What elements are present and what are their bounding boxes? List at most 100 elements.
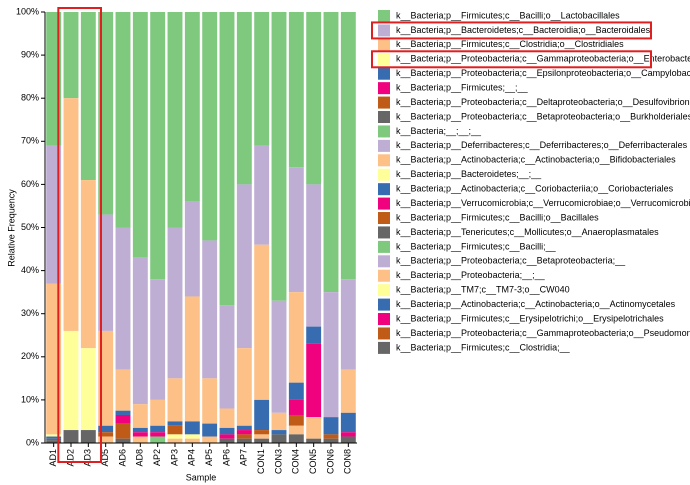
x-tick-label: AP3 [169, 449, 179, 466]
highlight-box [371, 21, 652, 40]
bar-segment [236, 184, 252, 349]
y-axis-label: Relative Frequency [6, 189, 16, 267]
bar-segment [115, 12, 131, 228]
bar-segment [167, 12, 183, 228]
bar-segment [219, 12, 235, 306]
bar-segment [150, 399, 166, 426]
y-tick-label: 0% [26, 437, 39, 447]
bar-segment [132, 427, 148, 433]
legend-swatch [378, 82, 390, 95]
legend-label: k__Bacteria;p__TM7;c__TM7-3;o__CW040 [396, 285, 570, 295]
bar-segment [98, 432, 114, 437]
bar-segment [236, 425, 252, 431]
bar-segment [202, 423, 218, 437]
legend-label: k__Bacteria;p__Firmicutes;c__Clostridia;… [396, 342, 571, 352]
bar-segment [306, 438, 322, 443]
bar-segment [236, 348, 252, 426]
legend-swatch [378, 67, 390, 80]
y-tick-label: 10% [21, 394, 39, 404]
bar-segment [219, 408, 235, 428]
legend-swatch [378, 53, 390, 66]
legend-swatch [378, 24, 390, 37]
bar-segment [80, 12, 96, 181]
bar-segment [340, 436, 356, 443]
bar-segment [167, 438, 183, 443]
bar-segment [271, 430, 287, 435]
bar-segment [150, 12, 166, 280]
bar-segment [150, 279, 166, 400]
bar-segment [46, 440, 62, 443]
x-tick-label: CON4 [291, 449, 301, 474]
bar-segment [167, 227, 183, 379]
bar-segment [63, 98, 79, 331]
legend-swatch [378, 327, 390, 340]
bar-segment [271, 12, 287, 301]
bar-segment [306, 417, 322, 439]
legend-label: k__Bacteria;p__Proteobacteria;c__Betapro… [396, 256, 626, 266]
bar-segment [236, 438, 252, 443]
bar-segment [132, 432, 148, 437]
x-tick-label: AD3 [83, 449, 93, 467]
x-tick-label: AD6 [117, 449, 127, 467]
bar-segment [184, 438, 200, 443]
bar-segment [184, 421, 200, 435]
y-tick-label: 20% [21, 351, 39, 361]
legend-swatch [378, 341, 390, 354]
legend-label: k__Bacteria;p__Actinobacteria;c__Actinob… [396, 155, 676, 165]
bar-segment [306, 326, 322, 344]
bar-segment [219, 305, 235, 409]
bar-segment [323, 438, 339, 443]
bar-segment [323, 417, 339, 435]
bar-segment [98, 425, 114, 433]
x-tick-label: CON3 [273, 449, 283, 474]
highlight-box [57, 7, 102, 463]
legend-label: k__Bacteria;p__Verrucomicrobia;c__Verruc… [396, 198, 690, 208]
legend-swatch [378, 168, 390, 181]
bar-segment [98, 436, 114, 443]
bar-segment [150, 425, 166, 433]
legend-swatch [378, 139, 390, 152]
bar-segment [115, 369, 131, 411]
x-tick-label: AP6 [221, 449, 231, 466]
y-tick-label: 100% [16, 6, 39, 16]
x-tick-label: CON1 [256, 449, 266, 474]
bar-segment [254, 399, 270, 431]
legend-swatch [378, 38, 390, 51]
bar-segment [288, 425, 304, 435]
legend-label: k__Bacteria;p__Proteobacteria;c__Epsilon… [396, 68, 690, 78]
legend-label: k__Bacteria;p__Firmicutes;c__Bacilli;__ [396, 241, 557, 251]
bar-segment [167, 425, 183, 435]
bar-segment [236, 434, 252, 439]
bar-segment [132, 436, 148, 443]
x-tick-label: AD1 [48, 449, 58, 467]
bar-segment [202, 240, 218, 379]
x-tick-label: AP7 [239, 449, 249, 466]
y-tick-label: 40% [21, 265, 39, 275]
bar-segment [184, 201, 200, 297]
legend-label: k__Bacteria;__;__;__ [396, 126, 482, 136]
bar-segment [184, 296, 200, 422]
bar-segment [46, 438, 62, 441]
y-tick-label: 90% [21, 49, 39, 59]
bar-segment [323, 292, 339, 418]
bar-segment [306, 12, 322, 185]
y-tick-label: 80% [21, 93, 39, 103]
bar-segment [63, 12, 79, 99]
bar-segment [80, 180, 96, 349]
legend-swatch [378, 96, 390, 109]
bar-segment [288, 167, 304, 293]
bar-segment [115, 438, 131, 443]
legend-label: k__Bacteria;p__Bacteroidetes;c__Bacteroi… [396, 25, 651, 35]
legend-label: k__Bacteria;p__Firmicutes;c__Clostridia;… [396, 39, 624, 49]
y-tick-label: 50% [21, 222, 39, 232]
bar-segment [219, 427, 235, 435]
bar-segment [254, 430, 270, 435]
legend-label: k__Bacteria;p__Proteobacteria;c__Betapro… [396, 111, 690, 121]
legend-swatch [378, 226, 390, 239]
bar-segment [115, 410, 131, 415]
bar-segment [115, 414, 131, 424]
legend-label: k__Bacteria;p__Proteobacteria;c__Deltapr… [396, 97, 690, 107]
bar-segment [132, 257, 148, 405]
x-tick-label: CON6 [325, 449, 335, 474]
